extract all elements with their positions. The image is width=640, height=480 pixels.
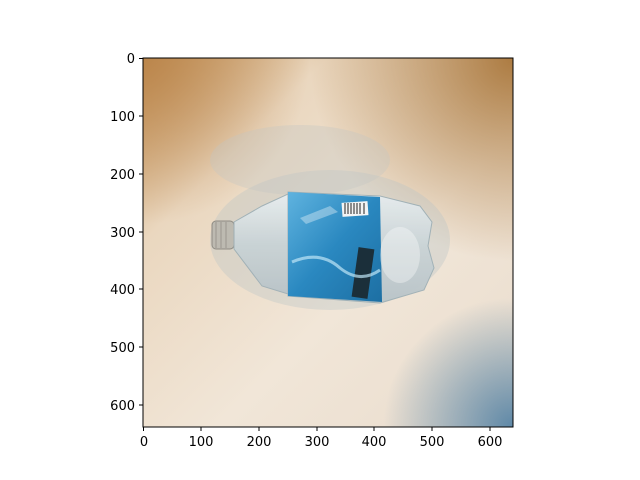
y-axis: 0 100 200 300 400 500 600 <box>110 52 143 414</box>
x-tick-label: 600 <box>478 435 503 450</box>
label-wave <box>291 255 381 278</box>
y-tick-label: 500 <box>110 341 135 356</box>
x-tick-label: 400 <box>362 435 387 450</box>
x-tick-label: 200 <box>247 435 272 450</box>
bottle-highlight <box>380 227 420 283</box>
y-tick-label: 400 <box>110 283 135 298</box>
y-tick-label: 600 <box>110 399 135 414</box>
y-tick-label: 300 <box>110 226 135 241</box>
bottle-cap <box>211 220 235 250</box>
x-axis: 0 100 200 300 400 500 600 <box>140 427 503 450</box>
plot-frame <box>142 57 514 428</box>
bottle <box>211 191 435 304</box>
photo <box>143 58 513 427</box>
x-tick-label: 0 <box>140 435 148 450</box>
x-tick-label: 500 <box>420 435 445 450</box>
y-tick-label: 200 <box>110 168 135 183</box>
bottle-shadow-top <box>210 125 390 195</box>
x-tick-label: 300 <box>305 435 330 450</box>
label-dark-panel <box>351 247 375 299</box>
y-tick-label: 100 <box>110 110 135 125</box>
x-tick-label: 100 <box>189 435 214 450</box>
y-tick-label: 0 <box>127 52 135 67</box>
